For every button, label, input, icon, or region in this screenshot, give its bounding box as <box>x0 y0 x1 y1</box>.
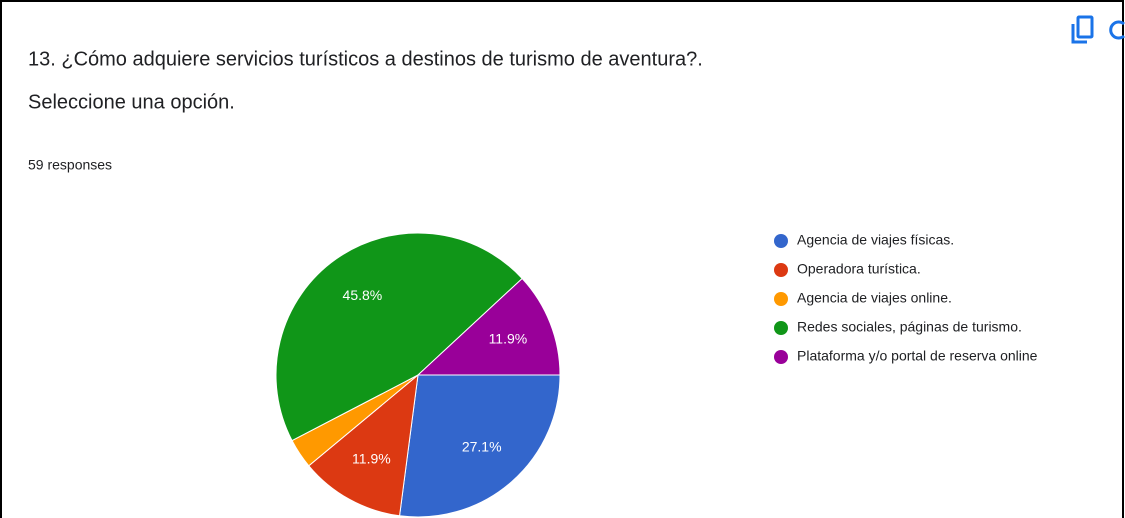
pie-slice <box>416 277 561 376</box>
slice-label: 45.8% <box>343 287 383 303</box>
response-count: 59 responses <box>28 157 112 173</box>
legend-label: Redes sociales, páginas de turismo. <box>797 319 1022 335</box>
legend-label: Operadora turística. <box>797 261 921 277</box>
legend-marker <box>774 321 788 335</box>
pie-slice <box>398 374 561 518</box>
legend-marker <box>774 234 788 248</box>
slice-label: 11.9% <box>352 450 391 466</box>
copy-icon[interactable] <box>1071 15 1094 44</box>
slice-label: 27.1% <box>462 438 502 454</box>
legend-marker <box>774 350 788 364</box>
slice-label: 11.9% <box>489 330 528 346</box>
legend-marker <box>774 263 788 277</box>
chart-subtitle: Seleccione una opción. <box>28 91 235 113</box>
pie-slice <box>308 373 419 517</box>
legend-label: Plataforma y/o portal de reserva online <box>797 348 1038 364</box>
legend-marker <box>774 292 788 306</box>
more-icon[interactable] <box>1109 20 1125 40</box>
legend-label: Agencia de viajes físicas. <box>797 232 954 248</box>
pie-slice <box>275 232 523 442</box>
legend-label: Agencia de viajes online. <box>797 290 952 306</box>
chart-title: 13. ¿Cómo adquiere servicios turísticos … <box>28 48 703 70</box>
